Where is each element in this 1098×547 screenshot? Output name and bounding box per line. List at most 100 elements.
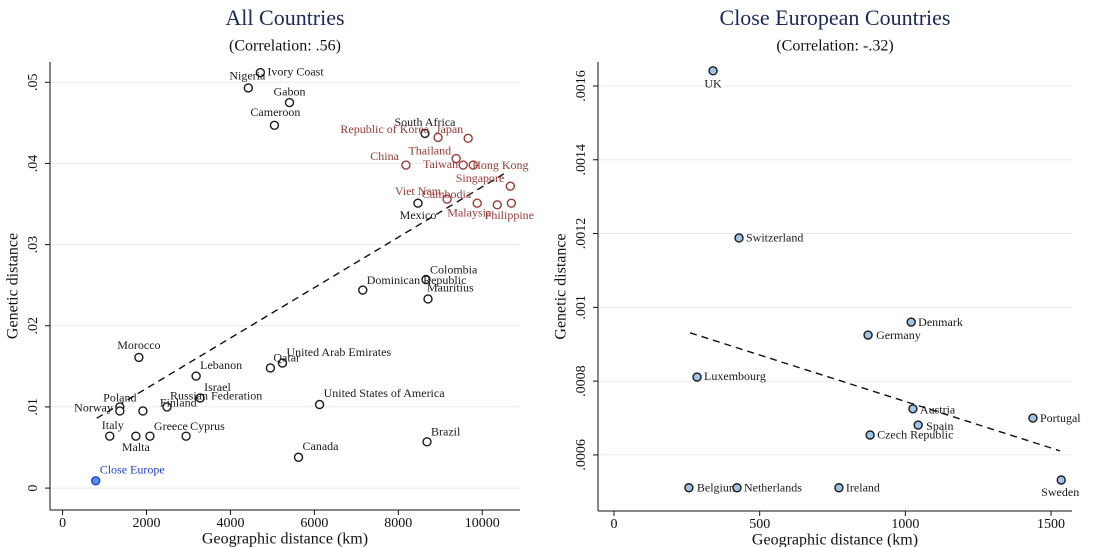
point-label: Republic of Korea [340, 122, 429, 136]
x-tick-label: 2000 [133, 516, 161, 531]
y-tick-label: .0012 [574, 218, 589, 250]
point [265, 363, 276, 373]
x-tick-label: 0 [59, 516, 66, 531]
point-label: Denmark [918, 315, 963, 329]
point [433, 132, 443, 143]
point-label: Qatar [273, 351, 300, 365]
point [243, 83, 254, 93]
point [913, 420, 923, 430]
point [908, 404, 918, 414]
point-label: Brazil [431, 425, 461, 439]
point-label: Taiwan [423, 157, 458, 171]
point-label: Nigeria [229, 69, 266, 83]
point-label: Philippine [485, 208, 534, 222]
point [162, 402, 172, 412]
point-label: Belgium [697, 481, 739, 495]
point [284, 97, 295, 108]
point-label: Israel [204, 380, 231, 394]
y-tick-label: .05 [26, 74, 41, 92]
point-label: Malta [122, 440, 151, 454]
point-label: United Arab Emirates [286, 345, 391, 359]
x-tick-label: 0 [611, 517, 618, 532]
y-tick-label: .0014 [574, 144, 589, 176]
chart-subtitle: (Correlation: -.32) [776, 38, 893, 55]
point [181, 431, 191, 441]
chart-title: All Countries [225, 5, 344, 30]
point [145, 431, 155, 441]
point [734, 233, 744, 243]
point-label: Czech Republic [877, 428, 953, 442]
y-tick-label: .0006 [574, 439, 589, 471]
point-label: Mexico [400, 208, 437, 222]
point [269, 120, 280, 131]
point-label: Russian Federation [170, 389, 262, 403]
point-label: South Africa [394, 115, 456, 129]
point [358, 285, 368, 295]
point [134, 352, 144, 363]
point-label: Close Europe [100, 463, 165, 477]
x-tick-label: 8000 [384, 516, 412, 531]
y-tick-label: .0016 [574, 70, 589, 102]
point-label: Sweden [1041, 485, 1079, 499]
point [1028, 413, 1038, 423]
point-label: Canada [303, 439, 340, 453]
point-label: Malaysia [447, 206, 492, 220]
point-label: Hong Kong [472, 158, 528, 172]
point-label: Finland [160, 396, 197, 410]
point [451, 153, 461, 164]
x-tick-label: 10000 [465, 516, 500, 531]
point-label: Ivory Coast [267, 64, 324, 78]
x-tick-label: 6000 [300, 516, 328, 531]
point-label: Norway [74, 401, 113, 415]
point [468, 160, 478, 170]
point-label: Thailand [408, 143, 451, 157]
point-label: Morocco [117, 338, 160, 352]
x-tick-label: 500 [749, 517, 770, 532]
point [413, 198, 423, 208]
point-label: United States of America [324, 386, 446, 400]
point [115, 406, 125, 416]
x-tick-label: 4000 [216, 516, 244, 531]
point [277, 358, 288, 368]
point [195, 393, 205, 403]
y-tick-label: .001 [574, 295, 589, 320]
point [458, 160, 468, 170]
x-tick-label: 1500 [1037, 517, 1065, 532]
point [708, 66, 718, 76]
point [138, 406, 148, 416]
point [863, 330, 873, 340]
point-label: Lebanon [200, 358, 242, 372]
chart-title: Close European Countries [720, 5, 951, 30]
point [90, 476, 101, 486]
point [422, 437, 432, 447]
point-label: Ireland [846, 481, 880, 495]
point-label: Portugal [1040, 411, 1081, 425]
point-label: Cameroon [250, 105, 300, 119]
point-label: Spain [926, 419, 953, 433]
point [472, 198, 482, 208]
point [684, 483, 694, 493]
x-axis-label: Geographic distance (km) [202, 531, 368, 547]
point-label: Colombia [430, 262, 478, 276]
point [293, 452, 304, 462]
point-label: China [370, 149, 399, 163]
point [423, 294, 433, 304]
point [732, 483, 742, 493]
point [865, 430, 875, 440]
point-label: Dominican Republic [367, 273, 467, 287]
point [131, 431, 141, 441]
point [505, 181, 516, 191]
point-label: Italy [102, 418, 124, 432]
trend-line [689, 332, 1061, 452]
point-label: Austria [920, 403, 956, 417]
point [421, 274, 431, 285]
point [492, 200, 502, 210]
y-axis-label: Genetic distance [5, 233, 22, 339]
y-tick-label: .04 [26, 155, 41, 173]
trend-line [96, 171, 507, 419]
point [420, 128, 430, 139]
point-label: Cyprus [190, 419, 225, 433]
point [401, 160, 411, 170]
point-label: Mauritius [427, 281, 474, 295]
